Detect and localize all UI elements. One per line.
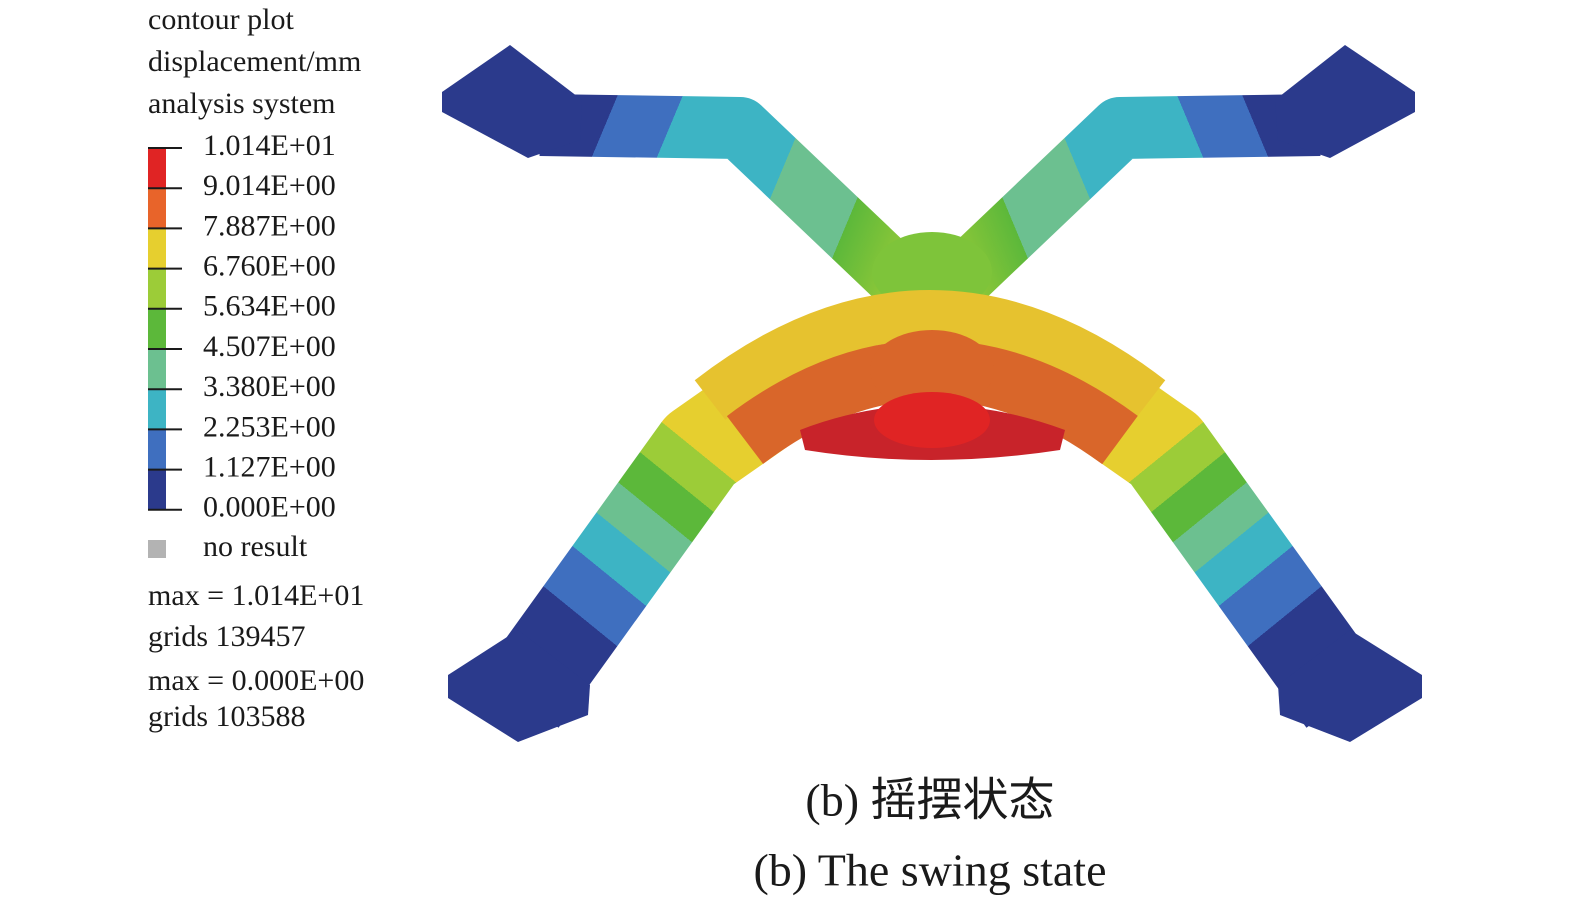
level-label: 1.127E+00 (203, 450, 336, 483)
caption: (b) The swing state (753, 845, 1106, 896)
pad (1278, 630, 1422, 742)
level-label: 1.014E+01 (203, 129, 336, 162)
level-label: 5.634E+00 (203, 290, 336, 323)
stat: max = 1.014E+01 (148, 579, 364, 612)
color-band (148, 469, 166, 510)
color-band (148, 148, 166, 189)
level-label: 4.507E+00 (203, 330, 336, 363)
level-label: 2.253E+00 (203, 410, 336, 443)
color-band (148, 429, 166, 470)
color-band (148, 349, 166, 390)
hub (870, 330, 994, 410)
model (442, 45, 1422, 742)
level-label: 3.380E+00 (203, 370, 336, 403)
hub (874, 392, 990, 448)
pad (448, 630, 590, 742)
legend: contour plot displacement/mm analysis syst… (148, 3, 364, 733)
level-label: 7.887E+00 (203, 209, 336, 242)
stat: grids 103588 (148, 700, 306, 733)
stat: max = 0.000E+00 (148, 664, 364, 697)
arm (933, 94, 1321, 308)
stat: grids 139457 (148, 620, 306, 653)
color-band (148, 268, 166, 309)
level-label: 0.000E+00 (203, 491, 336, 524)
color-band (148, 228, 166, 269)
pad (1275, 45, 1415, 158)
legend-title: displacement/mm (148, 45, 361, 78)
color-band (148, 308, 166, 349)
no-result-label: no result (203, 530, 308, 563)
color-band (148, 188, 166, 229)
caption: (b) 摇摆状态 (805, 775, 1054, 826)
band (694, 290, 1166, 420)
no-result-swatch (148, 540, 166, 558)
legend-title: contour plot (148, 3, 294, 36)
level-label: 6.760E+00 (203, 249, 336, 282)
legend-title: analysis system (148, 87, 336, 120)
level-label: 9.014E+00 (203, 169, 336, 202)
color-band (148, 389, 166, 430)
pad (442, 45, 582, 158)
arm (539, 94, 927, 308)
